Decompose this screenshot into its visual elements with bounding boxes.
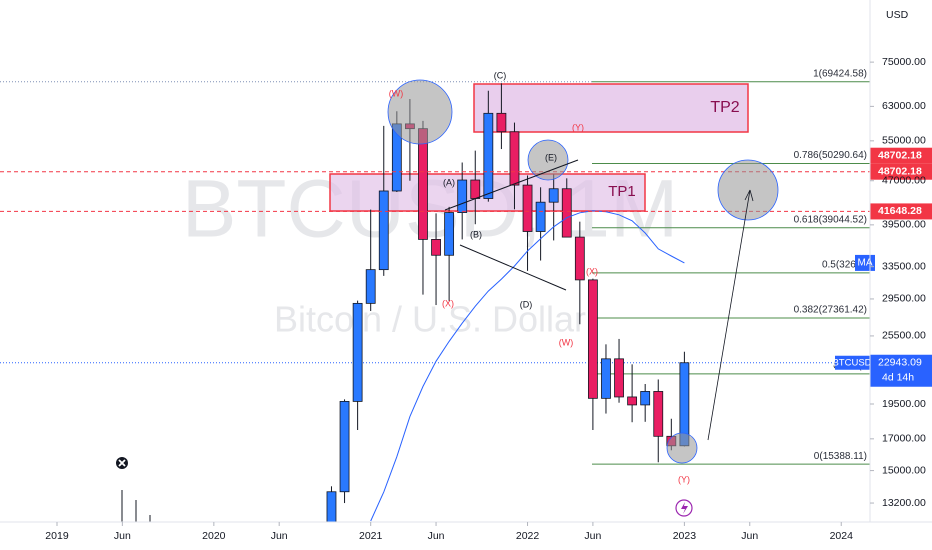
x-tick-label: Jun <box>271 530 288 542</box>
price-badge <box>870 147 932 164</box>
arrow-head <box>744 189 754 202</box>
candle-body[interactable] <box>522 184 533 232</box>
candle-body[interactable] <box>587 279 598 399</box>
fib-label: 0.618(39044.52) <box>794 214 867 225</box>
x-tick-label: 2019 <box>45 530 69 542</box>
candle-body[interactable] <box>470 179 481 199</box>
y-tick-label: 19500.00 <box>882 398 926 410</box>
annotation: TP1 <box>608 183 636 200</box>
y-tick-label: 39500.00 <box>882 219 926 231</box>
current-price-label: 22943.09 <box>878 357 922 369</box>
y-tick-label: 33500.00 <box>882 260 926 272</box>
fib-label: 0.786(50290.64) <box>794 150 867 161</box>
candle-body[interactable] <box>653 391 664 437</box>
annotation: (Y) <box>678 474 690 484</box>
candle-body[interactable] <box>365 269 376 304</box>
lightning-bolt <box>681 502 688 514</box>
y-tick-label: 17000.00 <box>882 433 926 445</box>
candle-body[interactable] <box>640 391 651 406</box>
annotation: (C) <box>494 70 507 80</box>
candle-body[interactable] <box>561 188 572 238</box>
x-tick-label: Jun <box>114 530 131 542</box>
candle-body[interactable] <box>418 128 428 240</box>
annotation: (X) <box>442 298 454 308</box>
highlight-circle <box>717 159 779 221</box>
candle-body[interactable] <box>431 239 441 256</box>
candle-body[interactable] <box>509 131 520 186</box>
fib-label: 0.382(27361.42) <box>794 305 867 316</box>
fib-label: 0(15388.11) <box>814 451 867 462</box>
candle-body[interactable] <box>627 396 638 406</box>
y-tick-label: 63000.00 <box>882 100 926 112</box>
candle-body[interactable] <box>326 491 337 550</box>
annotation: (A) <box>443 177 455 187</box>
candle-body[interactable] <box>496 112 507 133</box>
y-tick-label: 25500.00 <box>882 330 926 342</box>
ma-line <box>370 210 685 522</box>
annotation: (W) <box>559 337 574 347</box>
trend-line <box>444 159 579 211</box>
price-badge-label: 48702.18 <box>878 165 922 177</box>
y-tick-label: 13200.00 <box>882 497 926 509</box>
x-tick-label: 2021 <box>359 530 383 542</box>
y-tick-label: 15000.00 <box>882 464 926 476</box>
symbol-badge <box>835 355 870 370</box>
plot-area: BTCUSD, 1MBitcoin / U.S. Dollar1(69424.5… <box>0 68 870 550</box>
overlay: 48702.18 48702.18 41648.28 MA BTCUSD 22943.09… <box>832 147 932 387</box>
y-tick-label: 55000.00 <box>882 135 926 147</box>
price-badge <box>870 354 932 387</box>
highlight-circle <box>527 139 569 181</box>
candle-body[interactable] <box>457 179 468 213</box>
candle-body[interactable] <box>574 236 585 281</box>
y-tick-label: 47000.00 <box>882 175 926 187</box>
candle-body[interactable] <box>483 112 494 199</box>
event-icon-cross <box>118 459 126 467</box>
x-tick-label: Jun <box>428 530 445 542</box>
tp2-zone <box>473 83 749 133</box>
x-tick-label: 2020 <box>202 530 226 542</box>
price-badge <box>870 203 932 220</box>
candle-body[interactable] <box>378 190 389 271</box>
candle-body[interactable] <box>548 188 559 203</box>
annotation: (D) <box>520 299 533 309</box>
fib-label: 1(69424.58) <box>813 68 867 79</box>
trend-line <box>459 244 567 291</box>
candle-body[interactable] <box>444 212 455 256</box>
x-tick-label: 2022 <box>516 530 540 542</box>
candle-body[interactable] <box>352 302 363 402</box>
fib-label: 0.5(32685 <box>822 260 867 271</box>
candle-body[interactable] <box>614 358 624 398</box>
price-badge-label: 41648.28 <box>878 205 922 217</box>
annotation: (W) <box>389 88 404 98</box>
projection-arrow <box>707 189 751 441</box>
candle-body[interactable] <box>601 358 611 399</box>
price-badge-label: 48702.18 <box>878 149 922 161</box>
x-tick-label: Jun <box>741 530 758 542</box>
timer-label: 4d 14h <box>882 372 914 384</box>
y-tick-label: 29500.00 <box>882 293 926 305</box>
x-tick-label: 2024 <box>830 530 854 542</box>
annotation: (B) <box>470 229 482 239</box>
annotation: (X) <box>586 266 598 276</box>
candle-body[interactable] <box>339 401 350 493</box>
watermark: Bitcoin / U.S. Dollar <box>274 299 586 340</box>
x-tick-label: 2023 <box>673 530 697 542</box>
axis-unit: USD <box>886 9 909 21</box>
annotation: TP2 <box>710 99 739 116</box>
highlight-circle <box>387 79 453 145</box>
y-tick-label: 75000.00 <box>882 56 926 68</box>
annotation: (Y) <box>572 122 584 132</box>
annotation: (E) <box>545 152 557 162</box>
highlight-circle <box>666 432 698 464</box>
x-tick-label: Jun <box>584 530 601 542</box>
lightning-icon[interactable] <box>675 499 693 517</box>
ma-badge-label: MA <box>858 258 873 269</box>
symbol-badge-label: BTCUSD <box>832 357 871 368</box>
candle-body[interactable] <box>535 201 546 232</box>
price-badge <box>870 163 932 180</box>
